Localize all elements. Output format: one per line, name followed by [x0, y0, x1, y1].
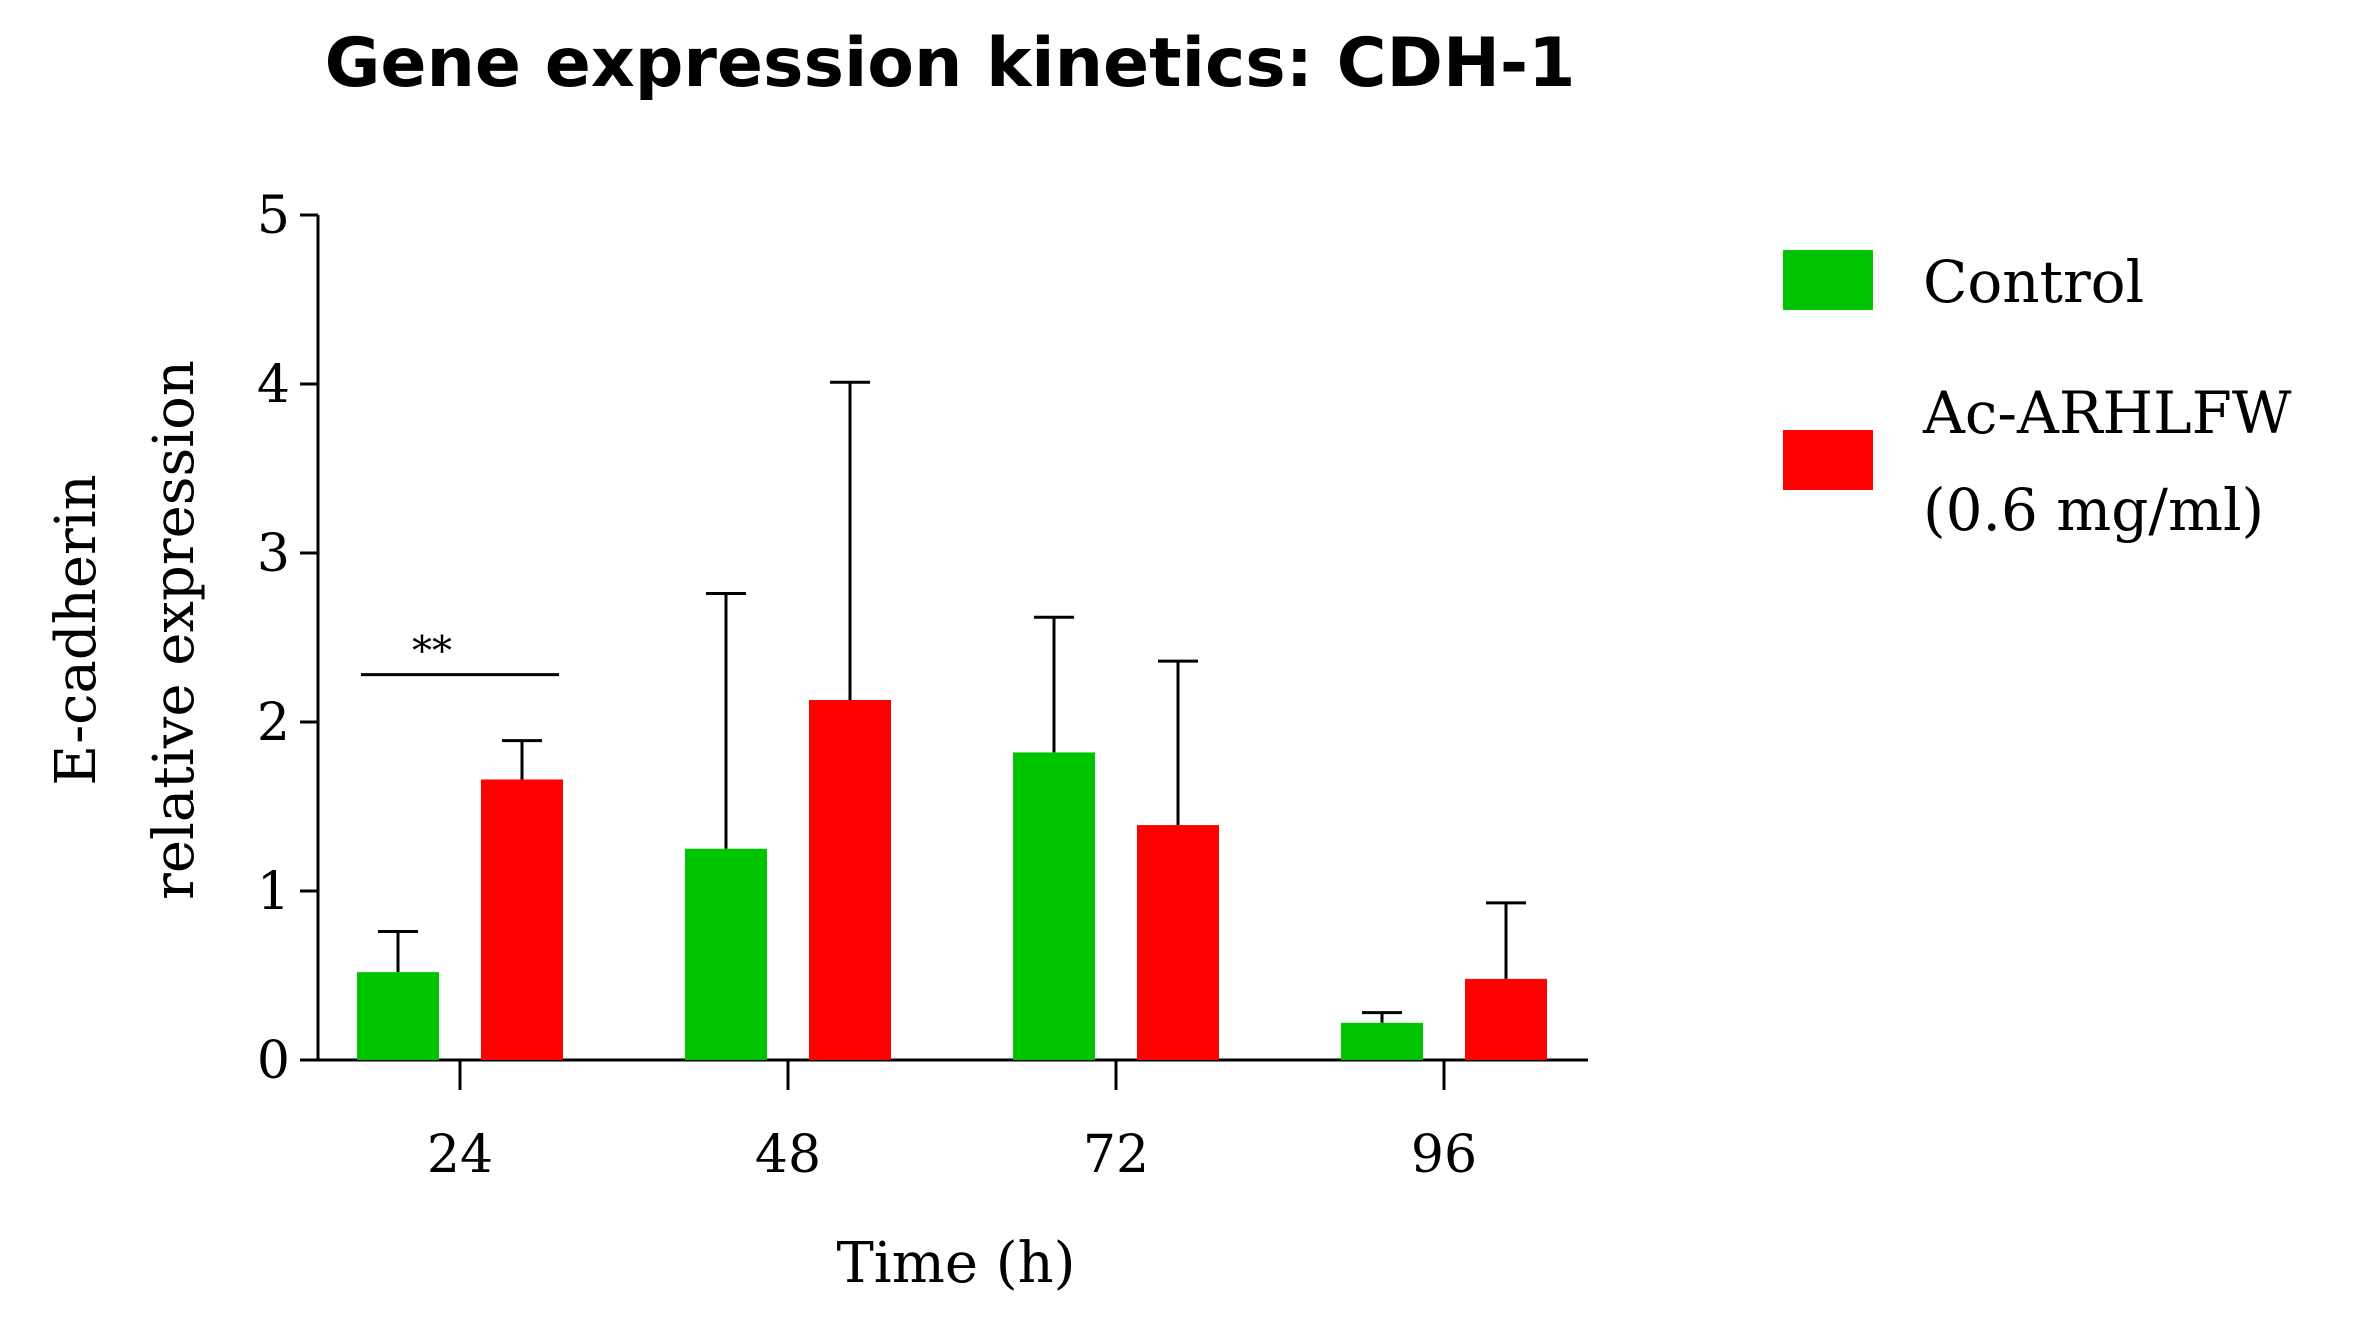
- bar-treatment: [481, 779, 563, 1060]
- legend-swatch-treatment: [1783, 430, 1873, 490]
- bar-treatment: [1137, 825, 1219, 1060]
- y-tick-label: 4: [257, 355, 290, 415]
- x-tick-label: 48: [755, 1125, 821, 1185]
- x-tick-label: 24: [427, 1125, 493, 1185]
- y-tick-label: 5: [257, 186, 290, 246]
- bar-treatment: [809, 700, 891, 1060]
- legend-swatch-control: [1783, 250, 1873, 310]
- y-tick-label: 3: [257, 524, 290, 584]
- y-tick-label: 2: [257, 693, 290, 753]
- y-tick-label: 0: [257, 1031, 290, 1091]
- bar-control: [357, 972, 439, 1060]
- bar-control: [1341, 1022, 1423, 1060]
- legend-label-treatment-line-1: Ac-ARHLFW: [1922, 379, 2292, 447]
- significance-label: **: [412, 629, 452, 675]
- x-tick-label: 72: [1083, 1125, 1149, 1185]
- x-tick-label: 96: [1411, 1125, 1477, 1185]
- legend: Control Ac-ARHLFW (0.6 mg/ml): [1783, 248, 2292, 544]
- y-axis-title-line-2: relative expression: [142, 360, 207, 900]
- chart-title: Gene expression kinetics: CDH-1: [325, 24, 1576, 103]
- bar-control: [685, 848, 767, 1060]
- x-axis-title: Time (h): [836, 1231, 1075, 1296]
- legend-label-control: Control: [1923, 248, 2144, 316]
- y-axis-title-line-1: E-cadherin: [44, 474, 109, 785]
- bar-control: [1013, 752, 1095, 1060]
- y-axis-title: E-cadherin relative expression: [44, 360, 207, 900]
- bar-treatment: [1465, 978, 1547, 1060]
- plot-area: 0 1 2 3 4 5 24 48 72 96 **: [257, 186, 1588, 1185]
- y-tick-label: 1: [257, 862, 290, 922]
- legend-label-treatment-line-2: (0.6 mg/ml): [1923, 476, 2264, 544]
